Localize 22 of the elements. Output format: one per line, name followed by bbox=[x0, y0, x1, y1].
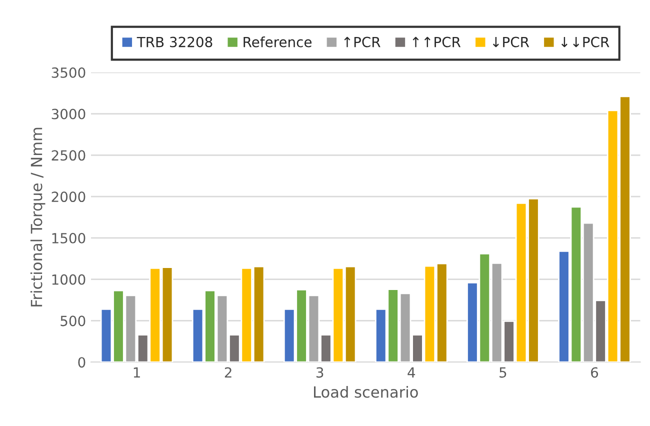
y-tick-label: 3500 bbox=[52, 67, 86, 78]
x-tick-label: 5 bbox=[500, 367, 506, 378]
x-tick-label: 4 bbox=[408, 367, 416, 378]
y-tick-label: 1500 bbox=[52, 232, 86, 244]
legend-label: TRB 32208 bbox=[136, 36, 212, 48]
legend-label: ↓PCR bbox=[492, 36, 530, 48]
y-tick-label: 0 bbox=[78, 357, 86, 368]
legend-label: Reference bbox=[244, 36, 312, 48]
x-axis-title: Load scenario bbox=[314, 386, 418, 398]
legend-label: ↑PCR bbox=[344, 36, 380, 48]
y-axis-title: Frictional Torque / Nmm bbox=[30, 128, 46, 306]
y-tick-label: 3000 bbox=[52, 108, 86, 120]
x-tick-label: 2 bbox=[224, 367, 232, 378]
y-tick-label: 500 bbox=[60, 316, 86, 326]
legend-label: ↑↑PCR bbox=[412, 36, 461, 48]
y-tick-label: 2500 bbox=[52, 150, 86, 161]
x-tick-label: 3 bbox=[316, 367, 324, 378]
x-tick-label: 1 bbox=[134, 367, 140, 378]
y-tick-label: 1000 bbox=[52, 274, 86, 285]
y-tick-label: 2000 bbox=[52, 192, 86, 202]
legend-label: ↓↓PCR bbox=[561, 36, 610, 48]
x-tick-label: 6 bbox=[591, 367, 598, 378]
